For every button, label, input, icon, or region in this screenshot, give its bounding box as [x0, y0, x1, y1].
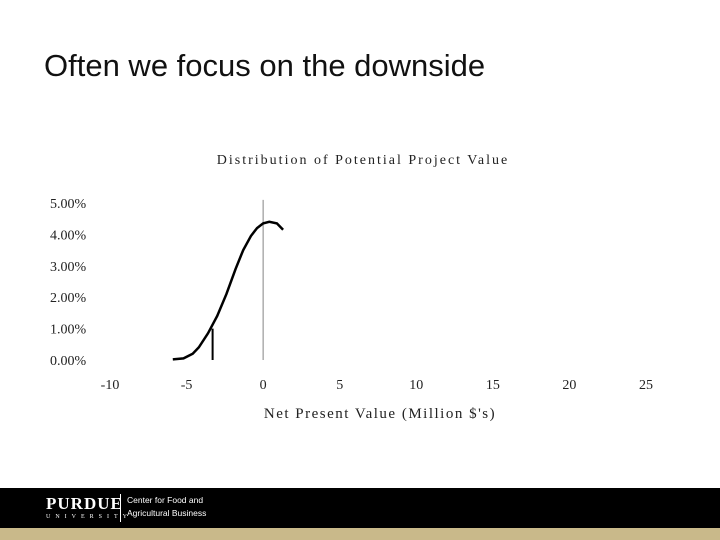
y-tick-label: 2.00% — [50, 291, 87, 306]
x-axis-label: Net Present Value (Million $'s) — [264, 406, 496, 422]
y-tick-label: 1.00% — [50, 323, 87, 338]
x-tick-label: 5 — [336, 378, 343, 393]
logo-divider — [120, 494, 121, 522]
x-axis-ticks: -10 -5 0 5 10 15 20 25 — [101, 378, 653, 393]
y-axis-ticks: 0.00% 1.00% 2.00% 3.00% 4.00% 5.00% — [50, 197, 87, 369]
center-name-line1: Center for Food and — [127, 495, 204, 505]
center-name-line2: Agricultural Business — [127, 508, 207, 518]
slide-title: Often we focus on the downside — [44, 48, 486, 83]
y-tick-label: 0.00% — [50, 354, 87, 369]
y-tick-label: 4.00% — [50, 228, 87, 243]
x-tick-label: 15 — [486, 378, 500, 393]
x-tick-label: 25 — [639, 378, 653, 393]
purdue-logo-wordmark: PURDUE — [46, 494, 123, 513]
x-tick-label: -5 — [181, 378, 193, 393]
purdue-logo-subtitle: UNIVERSITY — [46, 514, 132, 520]
distribution-curve — [172, 220, 284, 361]
footer-gold-stripe — [0, 528, 720, 540]
npv-distribution-chart: Distribution of Potential Project Value … — [50, 153, 653, 422]
x-tick-label: 20 — [562, 378, 576, 393]
x-tick-label: 0 — [260, 378, 267, 393]
x-tick-label: 10 — [409, 378, 423, 393]
x-tick-label: -10 — [101, 378, 120, 393]
y-tick-label: 5.00% — [50, 197, 87, 212]
chart-marker-lines — [211, 199, 264, 360]
y-tick-label: 3.00% — [50, 260, 87, 275]
chart-title: Distribution of Potential Project Value — [217, 153, 509, 168]
